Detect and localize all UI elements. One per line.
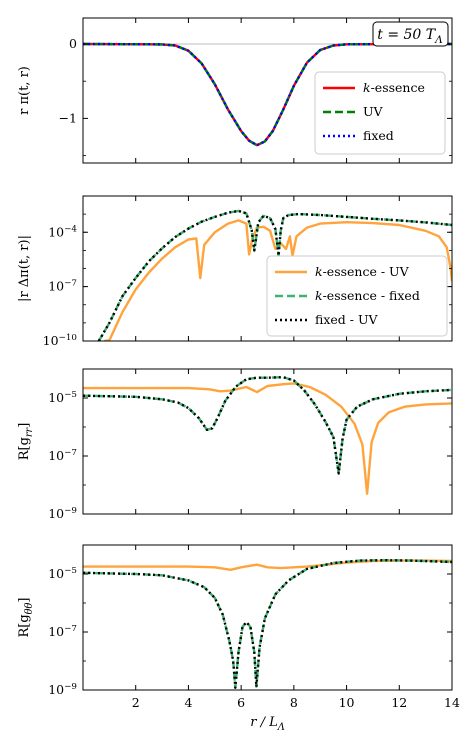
series-line-k-essence-fixed [97,209,452,341]
y-tick-label: 10−5 [48,566,77,581]
panel-difference: 10−410−710−10|r Δπ(t, r)| k-essence - UVk… [17,195,453,348]
y-axis-label-group: R[gθθ] [17,597,35,637]
series-layer [83,559,452,689]
legend-label: fixed [363,128,394,143]
y-axis-label-group: R[grr] [17,423,35,461]
series-line-k-essence-fixed [83,559,452,689]
x-tick-label: 12 [391,695,407,710]
y-tick-label: 10−10 [43,333,77,348]
legend-label: k-essence - fixed [315,288,420,303]
annotation-text: t = 50 TΛ [377,27,443,46]
series-line-fixed-uv [83,376,452,475]
time-annotation: t = 50 TΛ [372,21,449,47]
series-line-k-essence-uv [83,382,452,495]
legend-label: k-essence [363,80,425,95]
panel-gthth: 10−5 10−7 10−9 2 4 6 8 10 12 14 R[gθθ] r / LΛ [17,544,460,733]
series-line-k-essence-uv [83,559,452,571]
y-axis-label: R[grr] [17,423,35,461]
series-layer [83,376,452,495]
legend-box [314,71,446,155]
legend-label: UV [363,104,384,119]
y-tick-label: 10−9 [48,682,77,697]
series-layer [83,42,452,147]
legend-box [266,255,448,337]
y-axis-label-group: |r Δπ(t, r)| [17,235,32,302]
panel-field: 0 −1 r π(t, r) t = 50 TΛ k-essence UV fixed [17,17,453,164]
series-line-k-essence-uv [103,219,452,341]
legend-label: k-essence - UV [315,264,410,279]
x-tick-label: 8 [290,695,298,710]
axes-frame [82,17,453,164]
y-tick-label: 10−5 [48,390,77,405]
x-tick-label: 2 [132,695,140,710]
panel-grr: 10−5 10−7 10−9 R[grr] [17,368,453,521]
legend: k-essence UV fixed [314,71,446,155]
series-line-fixed [83,42,452,147]
y-axis-label: R[gθθ] [17,597,35,637]
x-tick-label: 6 [237,695,245,710]
y-tick-label: 10−4 [48,224,77,239]
x-tick-label: 10 [339,695,355,710]
annotation-box [372,21,449,47]
series-line-k-essence-fixed [83,376,452,475]
axes-frame [82,368,453,515]
series-layer [97,209,452,341]
y-tick-label: −1 [59,110,77,125]
y-tick-label: 0 [69,36,77,51]
y-axis-label-group: r π(t, r) [17,66,32,115]
y-tick-label: 10−7 [48,448,77,463]
x-axis-label: r / LΛ [250,715,285,733]
y-axis-label: |r Δπ(t, r)| [17,235,32,302]
axes-frame [82,544,453,691]
y-axis-label: r π(t, r) [17,66,32,115]
y-tick-label: 10−9 [48,506,77,521]
legend-label: fixed - UV [315,312,378,327]
y-tick-label: 10−7 [48,624,77,639]
x-tick-label: 14 [444,695,460,710]
x-tick-label: 4 [184,695,192,710]
legend: k-essence - UV k-essence - fixed fixed - U… [266,255,448,337]
series-line-fixed-uv [83,559,452,689]
y-tick-label: 10−7 [48,279,77,294]
